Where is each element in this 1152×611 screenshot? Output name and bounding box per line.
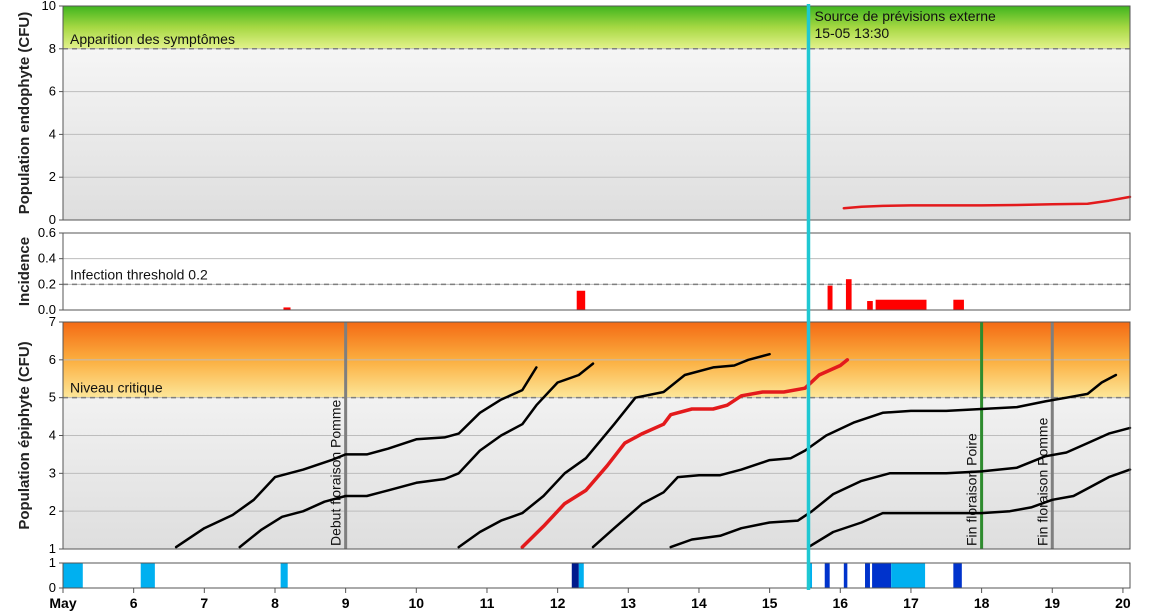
infection-threshold-label: Infection threshold 0.2 <box>70 266 208 282</box>
forecast-date-label: 15-05 13:30 <box>814 25 889 41</box>
wetness-span <box>280 563 288 588</box>
wetness-span <box>843 563 848 588</box>
incidence-bar <box>283 307 291 310</box>
symptom-zone <box>63 6 1130 49</box>
wetness-span <box>872 563 892 588</box>
series-line-7 <box>807 468 1132 549</box>
incidence-bar <box>867 301 873 310</box>
incidence-bar <box>827 285 833 310</box>
event-label: Fin floraison Pomme <box>1034 417 1050 546</box>
wetness-span <box>808 563 813 588</box>
endophyte-y-axis-label: Population endophyte (CFU) <box>16 12 33 214</box>
incidence-bar <box>953 299 964 310</box>
symptom-threshold-label: Apparition des symptômes <box>70 31 235 47</box>
incidence-bar <box>845 279 852 310</box>
x-tick-label: 9 <box>342 595 350 611</box>
y-tick-label: 2 <box>49 503 56 518</box>
wetness-span <box>891 563 926 588</box>
epiphyte-y-axis-label: Population épiphyte (CFU) <box>16 341 33 529</box>
y-tick-label: 4 <box>49 126 56 141</box>
series-line-5 <box>591 373 1118 549</box>
y-tick-label: 3 <box>49 465 56 480</box>
endophyte-panel: 0 2 4 6 8 10 Apparition des symptômes Populat… <box>16 0 1132 227</box>
x-tick-label: 7 <box>200 595 208 611</box>
wetness-span <box>865 563 870 588</box>
y-tick-label: 0 <box>49 580 56 595</box>
x-tick-label: 6 <box>130 595 138 611</box>
incidence-panel-frame <box>62 232 1131 311</box>
y-tick-label: 10 <box>42 0 56 13</box>
y-tick-label: 0.2 <box>38 276 56 291</box>
incidence-bar <box>875 299 927 310</box>
wetness-span <box>571 563 579 588</box>
y-tick-label: 6 <box>49 352 56 367</box>
forecast-source-label: Source de prévisions externe <box>814 8 996 24</box>
x-tick-label: 19 <box>1044 595 1060 611</box>
series-line-2 <box>238 362 595 549</box>
series-line-3 <box>457 352 771 549</box>
incidence-panel: 0.0 0.2 0.4 0.6 Infection threshold 0.2 Inc… <box>16 225 1131 317</box>
x-tick-label: 15 <box>762 595 778 611</box>
x-tick-label: 14 <box>691 595 707 611</box>
incidence-panel-background <box>63 233 1130 310</box>
wetness-panel: 01 <box>49 555 1131 595</box>
wetness-span <box>578 563 584 588</box>
x-tick-label: 8 <box>271 595 279 611</box>
y-tick-label: 0 <box>49 212 56 227</box>
endophyte-panel-frame <box>62 5 1131 221</box>
y-tick-label: 1 <box>49 555 56 570</box>
y-tick-label: 8 <box>49 41 56 56</box>
wetness-panel-background <box>63 563 1130 588</box>
x-tick-label: 20 <box>1115 595 1131 611</box>
event-label: Fin floraison Poire <box>964 433 980 546</box>
epiphyte-panel: 1 2 3 4 5 6 7 Niveau critique Debut floraison … <box>16 314 1132 556</box>
series-line-1 <box>174 366 538 549</box>
epiphyte-panel-frame <box>62 321 1131 550</box>
y-tick-label: 1 <box>49 541 56 556</box>
x-tick-label: 17 <box>903 595 919 611</box>
incidence-y-axis-label: Incidence <box>16 237 33 306</box>
y-tick-label: 2 <box>49 169 56 184</box>
wetness-span <box>63 563 83 588</box>
wetness-span <box>140 563 155 588</box>
x-tick-label: 10 <box>409 595 425 611</box>
series-line-6 <box>669 426 1132 549</box>
event-label: Debut floraison Pomme <box>328 399 344 546</box>
y-tick-label: 0.0 <box>38 302 56 317</box>
x-tick-label: 16 <box>832 595 848 611</box>
y-tick-label: 0.6 <box>38 225 56 240</box>
y-tick-label: 7 <box>49 314 56 329</box>
x-tick-label: May <box>49 595 76 611</box>
y-tick-label: 0.4 <box>38 251 56 266</box>
critical-threshold-label: Niveau critique <box>70 380 163 396</box>
wetness-span <box>824 563 830 588</box>
x-tick-label: 11 <box>480 595 495 611</box>
x-tick-label: 13 <box>621 595 637 611</box>
wetness-span <box>953 563 962 588</box>
x-tick-label: 18 <box>974 595 990 611</box>
series-line-1 <box>842 195 1132 210</box>
y-tick-label: 6 <box>49 84 56 99</box>
y-tick-label: 4 <box>49 428 56 443</box>
y-tick-label: 5 <box>49 390 56 405</box>
x-tick-label: 12 <box>550 595 566 611</box>
incidence-bar <box>576 290 586 310</box>
series-line-4 <box>520 358 850 549</box>
wetness-panel-frame <box>62 562 1131 589</box>
